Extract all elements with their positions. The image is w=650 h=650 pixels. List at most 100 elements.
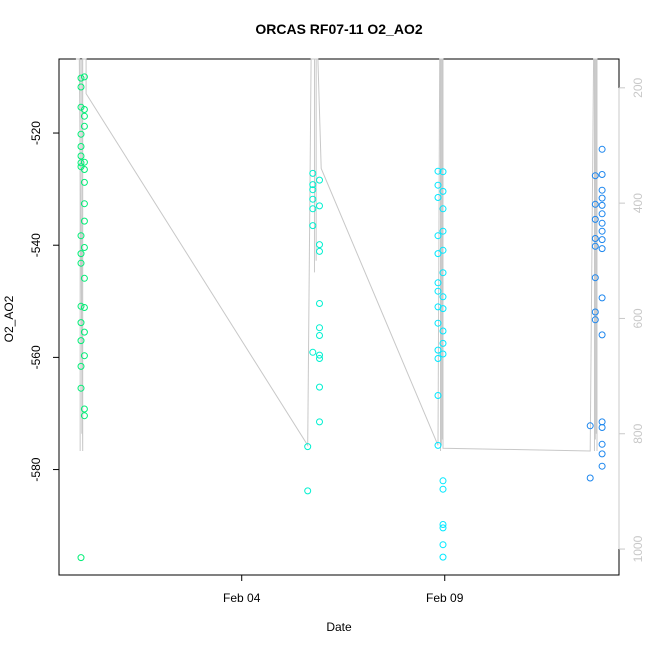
data-point (316, 418, 323, 426)
data-point (80, 244, 88, 251)
data-point (80, 158, 88, 166)
data-point (80, 352, 88, 360)
data-point (591, 274, 599, 282)
y-axis-label: O2_AO2 (2, 295, 16, 342)
data-point (439, 521, 447, 528)
data-point (80, 112, 88, 120)
y-tick-label: -560 (29, 345, 43, 369)
data-point (434, 355, 442, 362)
data-point (439, 524, 447, 532)
data-point (591, 242, 599, 250)
data-point (80, 217, 88, 225)
data-point (77, 362, 85, 370)
data-point (439, 553, 447, 561)
data-point (598, 450, 606, 458)
data-point (80, 106, 88, 113)
data-point (439, 339, 447, 347)
data-point (80, 304, 88, 311)
data-point (591, 200, 599, 208)
data-point (598, 294, 606, 302)
pressure-line-layer (75, 58, 598, 452)
data-point (598, 210, 606, 218)
data-point (591, 308, 599, 316)
data-point (309, 205, 317, 213)
y2-tick-label: 800 (631, 423, 645, 443)
y2-tick-label: 1000 (631, 535, 645, 562)
data-point (309, 222, 317, 230)
data-point (77, 130, 85, 138)
data-point (316, 247, 323, 255)
data-point (80, 328, 88, 336)
data-point (434, 287, 442, 295)
data-point (439, 477, 447, 485)
data-point (598, 424, 606, 431)
chart-title: ORCAS RF07-11 O2_AO2 (255, 21, 422, 37)
data-point (598, 236, 606, 244)
data-point (598, 201, 606, 209)
x-tick-label: Feb 04 (223, 591, 261, 605)
data-point (434, 181, 442, 189)
x-axis-label: Date (326, 620, 352, 634)
data-point (434, 441, 442, 449)
data-point (591, 235, 599, 242)
data-point (77, 152, 85, 160)
data-point (439, 227, 447, 235)
data-point (434, 303, 442, 311)
data-point (598, 245, 606, 253)
data-point (77, 74, 85, 82)
y-tick-label: -580 (29, 457, 43, 481)
y2-tick-label: 600 (631, 308, 645, 328)
data-point (80, 73, 88, 81)
axes-layer: -520 -540 -560 -580 Feb 04 Feb 09 200 400 600 800… (29, 77, 645, 605)
data-point (77, 337, 85, 345)
data-point (598, 186, 606, 194)
data-point (434, 250, 442, 258)
data-point (591, 172, 599, 180)
plot-frame (58, 58, 620, 576)
data-point (77, 302, 85, 310)
data-point (309, 169, 317, 177)
data-point (80, 274, 88, 282)
data-point (80, 200, 88, 208)
data-point (434, 279, 442, 287)
data-point (439, 541, 447, 549)
data-point (434, 167, 442, 175)
data-point (80, 405, 88, 413)
data-point (586, 474, 594, 482)
data-point (598, 227, 606, 235)
data-point (309, 186, 317, 194)
data-point (591, 215, 599, 223)
y2-tick-label: 400 (631, 193, 645, 213)
data-point (80, 166, 88, 173)
data-point (434, 194, 442, 201)
data-point (439, 350, 447, 358)
data-point (80, 412, 88, 420)
data-point (598, 194, 606, 202)
data-point (316, 355, 323, 362)
data-point (439, 269, 447, 277)
data-points-layer (77, 73, 606, 562)
data-point (598, 462, 606, 470)
data-point (77, 259, 85, 267)
data-point (439, 246, 447, 254)
data-point (598, 145, 606, 153)
y-tick-label: -540 (29, 233, 43, 257)
data-point (316, 300, 323, 307)
data-point (439, 168, 447, 176)
data-point (304, 443, 312, 451)
data-point (439, 327, 447, 335)
data-point (77, 250, 85, 258)
data-point (77, 554, 85, 562)
data-point (434, 392, 442, 399)
data-point (439, 485, 447, 493)
data-point (598, 440, 606, 448)
data-point (80, 122, 88, 130)
data-point (77, 232, 85, 240)
data-point (434, 346, 442, 354)
y-tick-label: -520 (29, 121, 43, 145)
data-point (80, 178, 88, 186)
data-point (591, 316, 599, 324)
data-point (309, 181, 317, 189)
data-point (439, 305, 447, 313)
